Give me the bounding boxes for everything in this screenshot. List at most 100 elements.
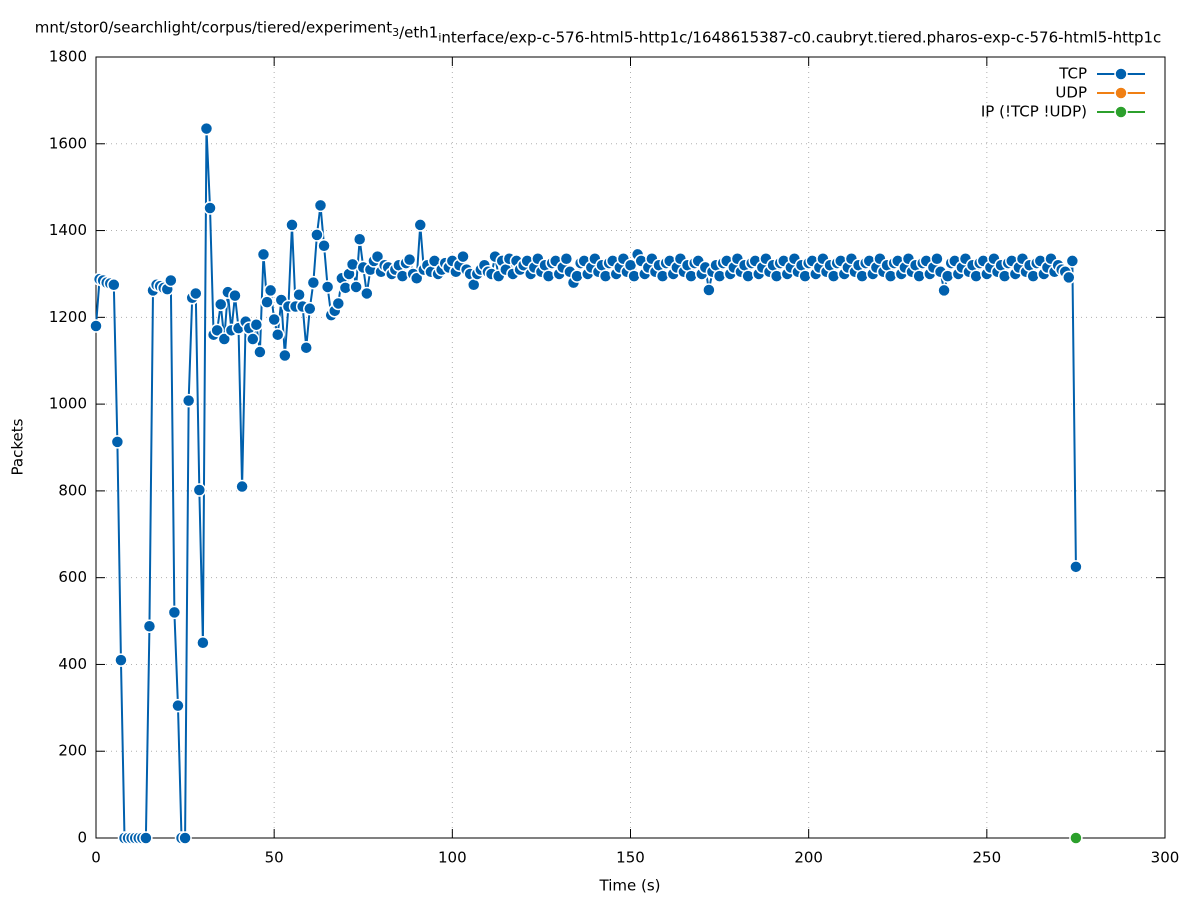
- data-point: [940, 269, 955, 283]
- data-point: [110, 435, 125, 449]
- data-point: [317, 238, 331, 253]
- data-point: [598, 269, 613, 283]
- y-tick-label: 1400: [49, 221, 87, 239]
- x-tick-label: 150: [616, 849, 645, 867]
- data-point: [313, 198, 328, 213]
- x-tick-label: 100: [438, 849, 467, 867]
- data-point: [402, 252, 417, 267]
- data-point: [303, 301, 317, 316]
- data-point: [107, 278, 121, 292]
- legend-marker: [1114, 105, 1128, 119]
- data-point: [1062, 270, 1076, 285]
- data-point: [203, 201, 217, 215]
- data-point: [627, 269, 641, 283]
- data-point: [171, 698, 185, 713]
- data-point: [178, 831, 192, 845]
- data-point: [246, 332, 260, 346]
- data-point: [395, 269, 410, 283]
- data-point: [256, 247, 271, 262]
- data-point: [210, 323, 224, 338]
- x-tick-label: 0: [91, 849, 101, 867]
- data-point: [702, 283, 716, 297]
- data-point: [253, 345, 267, 359]
- data-point: [352, 232, 367, 246]
- data-point: [267, 312, 281, 327]
- data-point: [114, 653, 128, 667]
- data-point: [370, 249, 385, 264]
- data-point: [456, 249, 470, 264]
- y-tick-label: 0: [77, 829, 87, 847]
- data-point: [278, 348, 292, 363]
- y-tick-label: 1600: [49, 134, 87, 152]
- data-point: [89, 319, 103, 333]
- data-point: [912, 269, 926, 283]
- data-point: [263, 283, 278, 298]
- data-point: [409, 271, 424, 286]
- data-point: [570, 269, 584, 283]
- data-point: [270, 327, 285, 342]
- data-point: [684, 269, 698, 283]
- x-tick-label: 300: [1151, 849, 1180, 867]
- y-tick-label: 600: [58, 568, 87, 586]
- data-point: [285, 218, 299, 232]
- data-point: [360, 286, 374, 301]
- y-tick-label: 800: [58, 481, 87, 499]
- data-point: [541, 269, 556, 283]
- data-point: [192, 483, 207, 497]
- data-point: [937, 283, 951, 298]
- plot-border: [95, 56, 1166, 839]
- data-point: [969, 269, 983, 283]
- data-point: [712, 269, 727, 283]
- data-point: [249, 317, 264, 332]
- data-point: [306, 275, 321, 290]
- data-point: [413, 218, 428, 232]
- legend-label: TCP: [1058, 65, 1087, 83]
- y-tick-label: 400: [58, 655, 87, 673]
- data-point: [260, 295, 274, 309]
- data-point: [769, 269, 784, 283]
- data-point: [235, 479, 249, 494]
- data-point: [1069, 831, 1083, 845]
- data-point: [167, 605, 182, 620]
- data-point: [310, 228, 324, 242]
- data-point: [349, 280, 363, 294]
- data-point: [883, 269, 898, 283]
- data-point: [199, 121, 214, 136]
- y-tick-label: 1800: [49, 48, 87, 66]
- y-axis-label: Packets: [9, 418, 27, 475]
- data-point: [228, 288, 242, 303]
- data-point: [164, 273, 178, 288]
- data-point: [798, 269, 812, 283]
- data-point: [930, 252, 944, 266]
- y-tick-label: 200: [58, 742, 87, 760]
- data-point: [213, 297, 228, 312]
- data-point: [1065, 254, 1080, 268]
- x-tick-label: 50: [265, 849, 284, 867]
- x-tick-label: 200: [794, 849, 823, 867]
- data-point: [655, 269, 670, 283]
- data-point: [997, 269, 1012, 283]
- legend-marker: [1114, 67, 1128, 81]
- legend-label: UDP: [1055, 84, 1087, 102]
- data-point: [1026, 269, 1040, 283]
- data-point: [217, 332, 232, 346]
- data-point: [292, 288, 306, 302]
- y-tick-label: 1200: [49, 308, 87, 326]
- x-tick-label: 250: [973, 849, 1002, 867]
- data-point: [1069, 560, 1083, 574]
- data-point: [559, 252, 574, 266]
- data-point: [139, 831, 153, 845]
- legend-marker: [1114, 86, 1128, 100]
- legend-label: IP (!TCP !UDP): [981, 103, 1087, 121]
- y-tick-label: 1000: [49, 395, 87, 413]
- data-point: [181, 393, 196, 408]
- x-axis-label: Time (s): [599, 877, 661, 895]
- data-point: [741, 269, 755, 283]
- data-point: [826, 269, 841, 283]
- data-point: [320, 280, 335, 294]
- data-point: [142, 619, 157, 634]
- data-point: [189, 286, 203, 301]
- data-point: [855, 269, 869, 283]
